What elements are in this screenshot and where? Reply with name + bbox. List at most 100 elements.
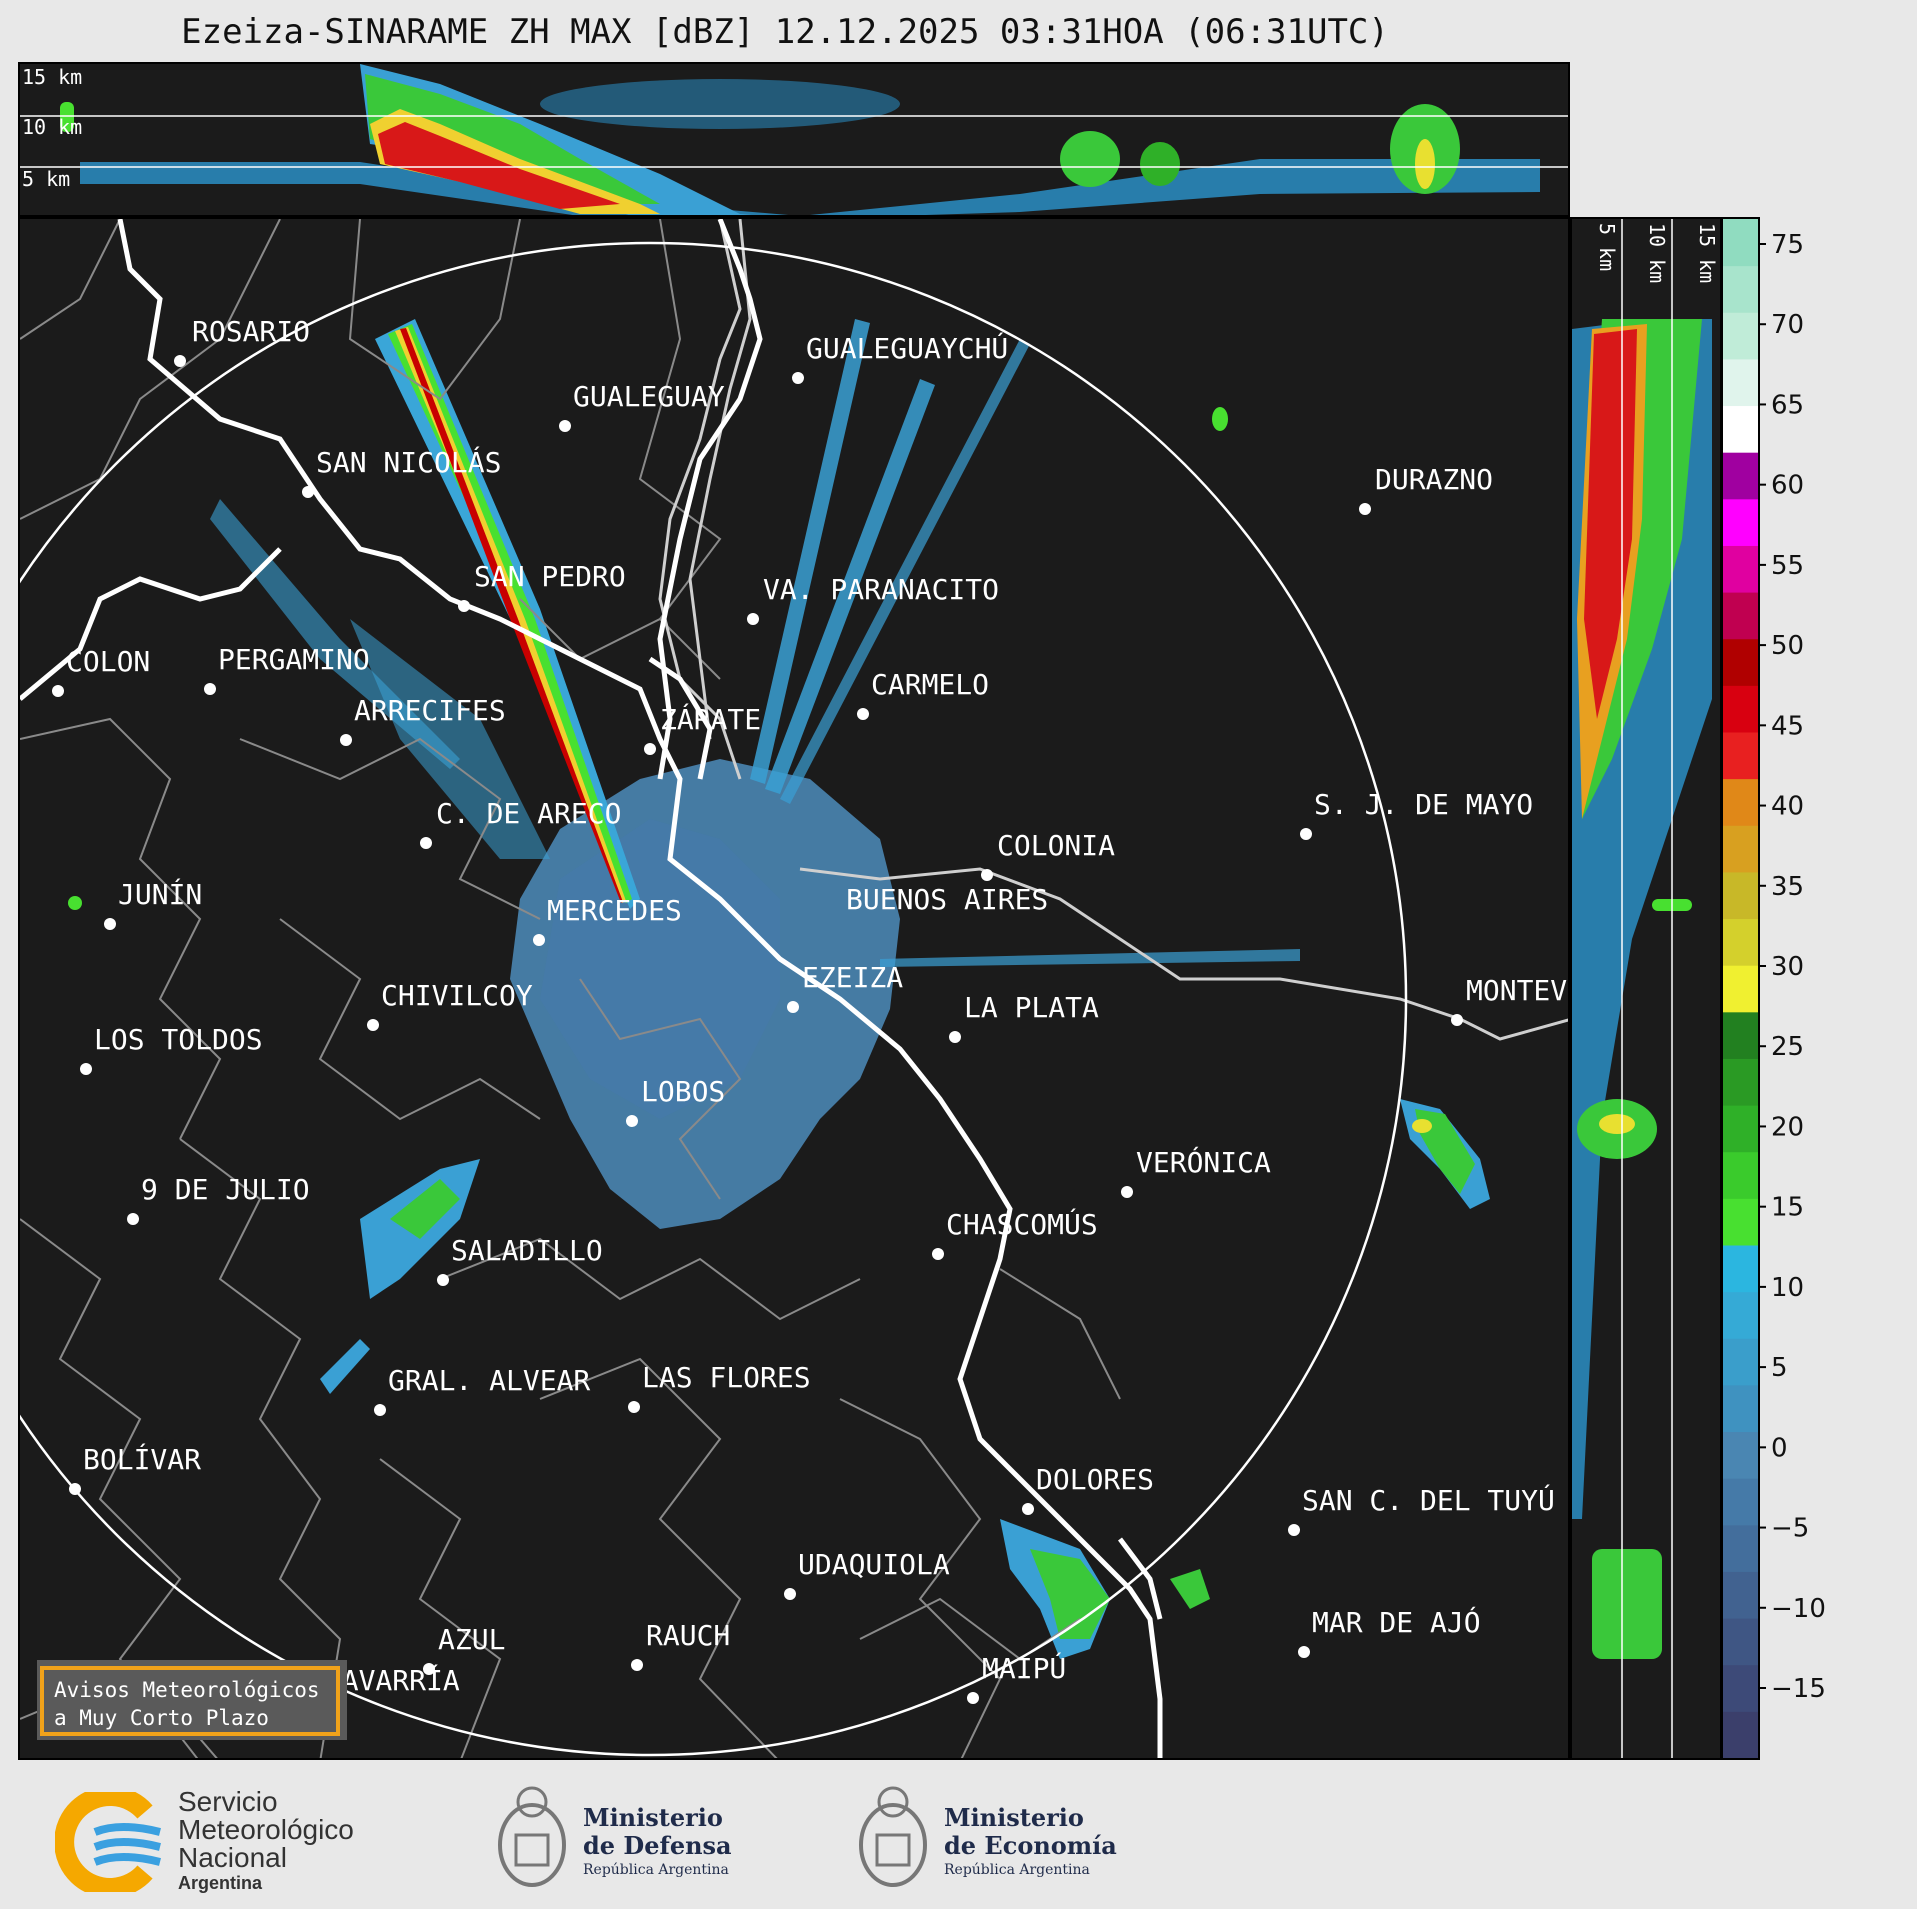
top-echo-upper (540, 79, 900, 129)
radar-echo-green (390, 1179, 460, 1239)
defensa-seal-icon (498, 1786, 566, 1887)
city-label: MONTEV (1466, 974, 1567, 1007)
colorbar-tick-label: −10 (1771, 1594, 1826, 1624)
defensa-line: de Defensa (583, 1831, 732, 1860)
colorbar-swatch (1722, 498, 1759, 546)
city-label: LAS FLORES (642, 1361, 811, 1394)
city-label: GRAL. ALVEAR (388, 1364, 590, 1397)
city-label: LA PLATA (964, 991, 1099, 1024)
radar-streak (880, 949, 1300, 967)
colorbar-swatch (1722, 732, 1759, 780)
city-label: PERGAMINO (218, 643, 370, 676)
city-label: ROSARIO (192, 315, 310, 348)
colorbar-tick-label: 35 (1771, 872, 1804, 902)
colorbar-swatch (1722, 219, 1759, 267)
colorbar-swatch (1722, 265, 1759, 313)
economia-seal-icon (859, 1786, 927, 1887)
colorbar-tick-label: 10 (1771, 1273, 1804, 1303)
side-km-label: 10 km (1645, 223, 1669, 283)
colorbar-swatch (1722, 312, 1759, 360)
colorbar-swatch (1722, 1664, 1759, 1712)
radar-streak (765, 379, 935, 794)
colorbar-tick-label: 55 (1771, 551, 1804, 581)
city-label: LOS TOLDOS (94, 1023, 263, 1056)
top-cross-section-panel: 15 km 10 km 5 km (18, 62, 1570, 217)
city-label: BUENOS AIRES (846, 883, 1048, 916)
colorbar-swatch (1722, 825, 1759, 873)
colorbar-swatch (1722, 405, 1759, 453)
economia-line: de Economía (944, 1831, 1117, 1860)
city-label: SALADILLO (451, 1234, 603, 1267)
city-label: BOLÍVAR (83, 1442, 201, 1476)
colorbar-swatch (1722, 592, 1759, 640)
map-panel: ROSARIO GUALEGUAYCHÚ GUALEGUAY SAN NICOL… (18, 217, 1570, 1760)
economia-line: Ministerio (944, 1803, 1084, 1832)
coastline (658, 219, 1568, 1041)
smn-line: Nacional (178, 1842, 287, 1873)
notice-line: Avisos Meteorológicos (54, 1678, 320, 1702)
city-label: VERÓNICA (1136, 1145, 1271, 1179)
boundaries (20, 219, 1121, 1758)
colorbar-swatch (1722, 1058, 1759, 1106)
colorbar-swatch (1722, 1711, 1759, 1759)
top-echo-green (365, 74, 660, 204)
colorbar-tick-label: 65 (1771, 390, 1804, 420)
notice-background (37, 1660, 347, 1740)
radar-echo-cell (68, 896, 82, 910)
radar-echo-inner (540, 819, 780, 1119)
colorbar-swatch (1722, 1198, 1759, 1246)
top-echo-cell (1060, 131, 1120, 187)
colorbar-swatch (1722, 1618, 1759, 1666)
city-label: CARMELO (871, 668, 989, 701)
colorbar-swatch (1722, 1245, 1759, 1293)
radar-streak (750, 319, 870, 784)
side-cross-section-panel: 5 km 10 km 15 km (1570, 217, 1722, 1760)
side-cross-section-svg: 5 km 10 km 15 km (1572, 219, 1719, 1758)
smn-line: Argentina (178, 1873, 263, 1893)
radar-streak-red (400, 328, 623, 903)
colorbar-swatches (1722, 219, 1759, 1759)
colorbar-frame (1722, 217, 1760, 1760)
colorbar-swatch (1722, 1105, 1759, 1153)
border-line (20, 219, 1163, 1758)
notice-box[interactable]: Avisos Meteorológicos a Muy Corto Plazo (40, 1666, 340, 1736)
colorbar-tick-label: 40 (1771, 792, 1804, 822)
defensa-line: Ministerio (583, 1803, 723, 1832)
top-echo-yellow (370, 109, 660, 214)
city-label: ZÁRATE (660, 702, 761, 736)
colorbar-swatch (1722, 1011, 1759, 1059)
radar-streak (780, 339, 1030, 804)
colorbar-swatch (1722, 1384, 1759, 1433)
city-label: COLON (66, 645, 150, 678)
colorbar-swatch (1722, 1571, 1759, 1619)
city-label: AZUL (438, 1623, 505, 1656)
city-label: MAIPÚ (982, 1651, 1066, 1685)
colorbar-tick-label: 75 (1771, 230, 1804, 260)
top-echo-cell (60, 102, 74, 132)
colorbar-tick-label: 0 (1771, 1433, 1788, 1463)
range-ring (20, 241, 1408, 1757)
colorbar-swatch (1722, 778, 1759, 826)
city-label: 9 DE JULIO (141, 1173, 310, 1206)
economia-line: República Argentina (944, 1862, 1090, 1878)
colorbar-swatch (1722, 358, 1759, 407)
top-echo-cell (1140, 142, 1180, 186)
colorbar-swatch (1722, 918, 1759, 966)
colorbar-swatch (1722, 685, 1759, 733)
radar-echo-green (1030, 1549, 1110, 1639)
colorbar-swatch (1722, 1291, 1759, 1339)
colorbar-tick-label: 50 (1771, 631, 1804, 661)
defensa-line: República Argentina (583, 1862, 729, 1878)
city-label: GUALEGUAY (573, 380, 725, 413)
city-label: CHIVILCOY (381, 979, 533, 1012)
footer: Servicio Meteorológico Nacional Argentin… (0, 1760, 1917, 1909)
smn-name: Servicio Meteorológico Nacional Argentin… (178, 1788, 354, 1894)
side-echo-cell (1592, 1549, 1662, 1659)
radar-echo-green (1170, 1569, 1210, 1609)
side-echo-cell (1599, 1114, 1635, 1134)
side-echo-red (1584, 329, 1637, 719)
smn-line: Servicio (178, 1786, 278, 1817)
side-km-label: 15 km (1695, 223, 1719, 283)
city-label: C. DE ARECO (436, 797, 621, 830)
